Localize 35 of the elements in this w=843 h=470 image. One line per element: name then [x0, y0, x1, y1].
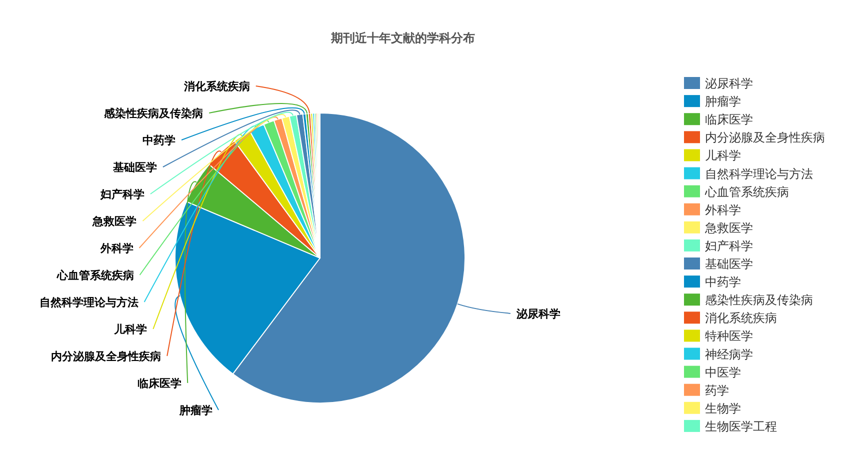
slice-label: 自然科学理论与方法	[39, 296, 138, 309]
legend-label: 特种医学	[705, 329, 753, 344]
slice-label: 消化系统疾病	[182, 80, 250, 93]
legend-label: 药学	[705, 383, 729, 398]
slice-label: 中药学	[142, 134, 176, 147]
slice-label: 妇产科学	[99, 188, 144, 201]
legend-label: 外科学	[705, 202, 741, 217]
legend-label: 生物医学工程	[705, 419, 777, 434]
slice-label: 儿科学	[113, 323, 148, 336]
slice-label: 肿瘤学	[178, 404, 213, 417]
legend-label: 基础医学	[705, 257, 753, 271]
slice-label: 心血管系统疾病	[56, 269, 134, 282]
legend-label: 妇产科学	[705, 238, 753, 253]
legend-label: 心血管系统疾病	[704, 184, 789, 199]
legend-label: 肿瘤学	[705, 94, 741, 109]
legend-label: 神经病学	[705, 347, 753, 362]
slice-label: 临床医学	[138, 377, 182, 390]
legend-label: 生物学	[705, 401, 741, 416]
slice-label: 急救医学	[92, 215, 137, 228]
legend-label: 内分泌腺及全身性疾病	[705, 130, 825, 145]
legend-label: 感染性疾病及传染病	[705, 293, 813, 308]
legend-label: 急救医学	[704, 220, 753, 235]
slice-label: 内分泌腺及全身性疾病	[51, 350, 162, 363]
legend-label: 泌尿科学	[705, 76, 753, 90]
legend-label: 临床医学	[705, 112, 753, 127]
legend-label: 消化系统疾病	[705, 311, 777, 326]
slice-label: 外科学	[99, 242, 134, 255]
legend-label: 儿科学	[705, 148, 741, 163]
slice-label: 基础医学	[112, 161, 157, 174]
legend-label: 中医学	[705, 365, 741, 380]
slice-label: 感染性疾病及传染病	[103, 107, 204, 120]
legend-label: 中药学	[705, 275, 741, 290]
legend-label: 自然科学理论与方法	[705, 166, 813, 181]
chart-title: 期刊近十年文献的学科分布	[330, 31, 475, 45]
slice-label: 泌尿科学	[516, 307, 560, 320]
